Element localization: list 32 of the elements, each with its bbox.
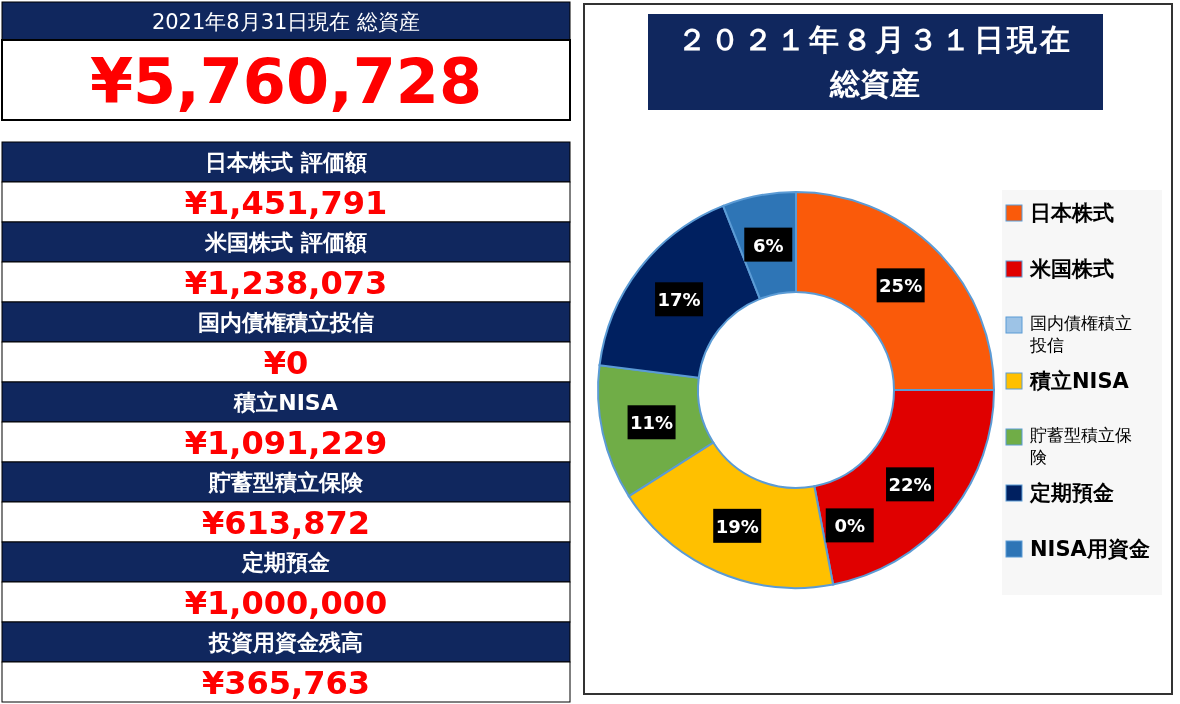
text: 投資用資金残高 bbox=[208, 630, 363, 655]
text: 国内債権積立投信 bbox=[198, 310, 374, 335]
legend-label: 国内債権積立投信 bbox=[1029, 313, 1132, 355]
legend-label: NISA用資金 bbox=[1030, 537, 1150, 561]
text: ¥5,760,728 bbox=[89, 45, 483, 118]
text: 日本株式 評価額 bbox=[205, 150, 367, 175]
data-label: 11% bbox=[630, 412, 674, 434]
text: ¥613,872 bbox=[201, 504, 371, 542]
text: 米国株式 評価額 bbox=[204, 230, 367, 255]
text: ¥1,451,791 bbox=[184, 184, 388, 222]
data-label: 22% bbox=[888, 474, 932, 496]
text: ¥0 bbox=[263, 344, 309, 382]
data-label: 17% bbox=[657, 289, 701, 311]
text: 定期預金 bbox=[241, 550, 330, 575]
text: ¥365,763 bbox=[201, 664, 371, 702]
text: ¥1,238,073 bbox=[184, 264, 388, 302]
text: 2021年8月31日現在 総資産 bbox=[151, 10, 421, 34]
text: 貯蓄型積立保険 bbox=[208, 470, 364, 495]
text: 0% bbox=[834, 515, 866, 537]
data-label: 6% bbox=[752, 234, 784, 256]
legend-label: 積立NISA bbox=[1029, 369, 1130, 393]
data-label: 25% bbox=[879, 275, 923, 297]
legend-label: 貯蓄型積立保険 bbox=[1030, 425, 1132, 467]
legend-label: 定期預金 bbox=[1029, 481, 1114, 505]
legend-label: 日本株式 bbox=[1030, 201, 1114, 225]
data-label: 19% bbox=[715, 515, 759, 537]
text: ¥1,000,000 bbox=[184, 584, 388, 622]
text: 積立NISA bbox=[233, 390, 338, 415]
chart-title: ２０２１年８月３１日現在 bbox=[677, 22, 1073, 57]
chart-subtitle: 総資産 bbox=[829, 66, 920, 101]
legend-label: 米国株式 bbox=[1029, 257, 1114, 281]
text: ¥1,091,229 bbox=[184, 424, 388, 462]
